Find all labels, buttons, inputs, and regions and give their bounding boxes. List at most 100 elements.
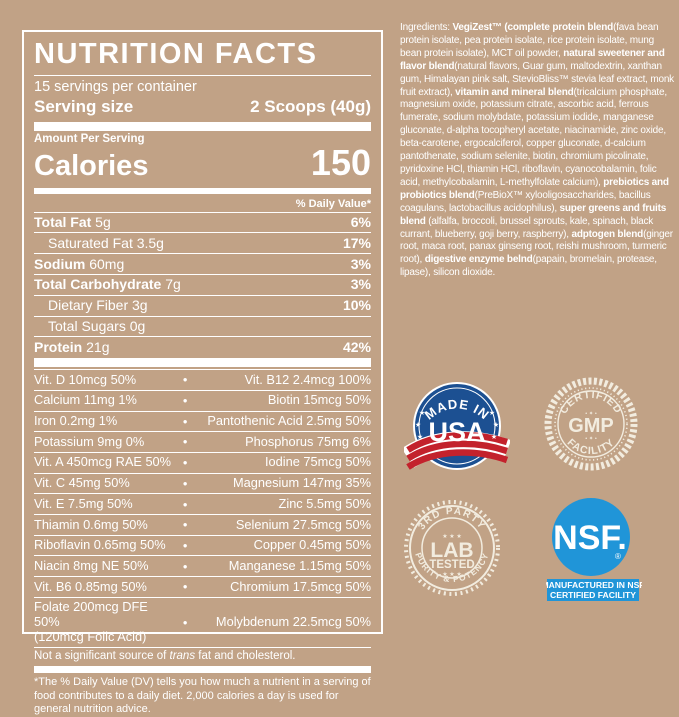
nutrition-facts-title: NUTRITION FACTS: [34, 35, 371, 77]
nutrient-name-amount: Saturated Fat 3.5g: [48, 234, 164, 251]
nutrient-row: Total Fat 5g 6%: [34, 211, 371, 233]
trans-fat-note-suffix: fat and cholesterol.: [195, 649, 296, 662]
micronutrient-left: Vit. B6 0.85mg 50%: [34, 578, 147, 594]
micronutrient-left: Vit. D 10mcg 50%: [34, 371, 137, 387]
micronutrient-right: Biotin 15mcg 50%: [267, 392, 371, 408]
calories-value: 150: [310, 142, 371, 184]
divider-bar-thick: [34, 358, 371, 368]
trans-fat-note-italic: trans: [169, 649, 196, 662]
gmp-dotted-ring: [554, 387, 628, 461]
lab-center-line1: LAB: [430, 539, 473, 562]
micronutrient-row: Iron 0.2mg 1% ● Pantothenic Acid 2.5mg 50%: [34, 410, 371, 432]
ingredient-blend-name: prebiotics and probiotics blend: [400, 176, 669, 201]
made-in-usa-badge: MADE IN USA ★ ★ ★ ★ ★ ★: [404, 382, 510, 470]
micronutrient-row: Potassium 9mg 0% ● Phosphorus 75mg 6%: [34, 431, 371, 452]
bullet-icon: ●: [182, 582, 188, 592]
ingredient-list-segment: (natural flavors, Guar gum, maltodextrin…: [400, 60, 674, 98]
lab-stars-icon: ★ ★ ★: [442, 533, 461, 540]
calories-label: Calories: [34, 149, 149, 182]
usa-flag-stripes: [404, 431, 510, 470]
lab-outer-ring: [409, 505, 495, 591]
ingredient-list-segment: (fava bean protein isolate, pea protein …: [400, 22, 659, 59]
micronutrient-row: Vit. B6 0.85mg 50% ● Chromium 17.5mcg 50%: [34, 576, 371, 597]
micronutrient-left: Iron 0.2mg 1%: [34, 413, 118, 429]
micronutrient-row: Folate 200mcg DFE 50% (120mcg Folic Acid)…: [34, 596, 371, 647]
micronutrient-right: Manganese 1.15mg 50%: [228, 557, 371, 573]
gmp-ornament-icon: • ✦ •: [585, 410, 597, 417]
bullet-icon: ●: [182, 458, 188, 468]
lab-top-arc-text: 3RD PARTY: [416, 506, 486, 532]
bullet-icon: ●: [182, 416, 188, 426]
ingredient-blend-name: adptogen blend: [571, 228, 644, 240]
micronutrient-row: Thiamin 0.6mg 50% ● Selenium 27.5mcg 50%: [34, 514, 371, 535]
nutrient-daily-value: 42%: [342, 338, 371, 355]
micronutrient-right: Copper 0.45mg 50%: [253, 537, 371, 553]
nsf-registered-icon: ®: [615, 552, 621, 561]
ingredient-blend-name: natural sweetener and flavor blend: [400, 47, 665, 72]
micronutrient-right: Selenium 27.5mcg 50%: [235, 516, 371, 532]
micronutrient-row: Vit. D 10mcg 50% ● Vit. B12 2.4mcg 100%: [34, 369, 371, 390]
ingredient-list-segment: (ginger root, maca root, panax ginseng r…: [400, 228, 673, 266]
nutrient-daily-value: 3%: [350, 276, 371, 293]
micronutrient-left: Calcium 11mg 1%: [34, 392, 137, 408]
nsf-caption-box: [547, 579, 639, 601]
nutrient-daily-value: 6%: [350, 214, 371, 231]
bullet-icon: ●: [182, 375, 188, 385]
bullet-icon: ●: [182, 499, 188, 509]
micronutrient-row: Vit. C 45mg 50% ● Magnesium 147mg 35%: [34, 472, 371, 494]
ingredient-blend-name: super greens and fruits blend: [400, 202, 667, 227]
lab-stars-icon: ★ ★ ★: [442, 571, 461, 578]
nutrient-table: Total Fat 5g 6% Saturated Fat 3.5g 17% Sodiu…: [34, 211, 371, 358]
usa-badge-inner-ring: [418, 387, 496, 465]
micronutrient-row: Vit. A 450mcg RAE 50% ● Iodine 75mcg 50%: [34, 451, 371, 473]
micronutrient-left: Riboflavin 0.65mg 50%: [34, 537, 166, 553]
micronutrient-row: Vit. E 7.5mg 50% ● Zinc 5.5mg 50%: [34, 493, 371, 514]
usa-center-text: USA: [428, 417, 485, 447]
nutrient-row: Dietary Fiber 3g 10%: [34, 294, 371, 316]
nsf-disc: [552, 498, 630, 576]
micronutrient-right: Molybdenum 22.5mcg 50%: [215, 614, 371, 630]
gmp-inner-ring: [557, 390, 625, 458]
nutrient-name-amount: Dietary Fiber 3g: [48, 297, 148, 314]
nsf-caption-line2: CERTIFIED FACILITY: [550, 590, 636, 600]
nutrient-row: Sodium 60mg 3%: [34, 253, 371, 274]
ingredient-list-segment: (papain, bromelain, protease, lipase), s…: [400, 254, 657, 279]
micronutrient-right: Vit. B12 2.4mcg 100%: [244, 371, 371, 387]
micronutrient-left: Niacin 8mg NE 50%: [34, 557, 149, 573]
nutrient-daily-value: 10%: [342, 297, 371, 314]
nutrient-name-amount: Total Sugars 0g: [48, 318, 146, 335]
micronutrient-table: Vit. D 10mcg 50% ● Vit. B12 2.4mcg 100% Cal…: [34, 369, 371, 647]
nutrient-row: Total Sugars 0g: [34, 315, 371, 337]
nutrition-facts-label: NUTRITION FACTS 15 servings per containe…: [22, 30, 383, 715]
svg-text:FACILITY: FACILITY: [565, 436, 618, 457]
bullet-icon: ●: [182, 561, 188, 571]
servings-per-container: 15 servings per container: [34, 79, 197, 96]
nsf-logo-text: NSF.: [553, 519, 627, 557]
nutrient-name-amount: Sodium 60mg: [34, 255, 125, 272]
usa-star-icon: ★: [489, 409, 495, 417]
svg-text:3RD PARTY: 3RD PARTY: [416, 506, 487, 532]
micronutrient-right: Magnesium 147mg 35%: [233, 475, 371, 491]
nutrient-row: Protein 21g 42%: [34, 336, 371, 357]
ingredient-list-segment: Ingredients:: [400, 22, 453, 33]
bullet-icon: ●: [182, 437, 188, 447]
micronutrient-right: Pantothenic Acid 2.5mg 50%: [207, 413, 371, 429]
micronutrient-right: Iodine 75mcg 50%: [265, 454, 371, 470]
usa-star-icon: ★: [415, 421, 421, 429]
gmp-center-text: GMP: [568, 415, 614, 437]
ingredient-blend-name: vitamin and mineral blend: [455, 86, 574, 98]
usa-star-icon: ★: [417, 433, 423, 441]
serving-size-row: Serving size 2 Scoops (40g): [34, 96, 371, 121]
amount-per-serving-label: Amount Per Serving: [34, 133, 145, 146]
divider-bar-thick: [34, 665, 371, 673]
divider-bar-medium: [34, 187, 371, 194]
nutrient-row: Total Carbohydrate 7g 3%: [34, 273, 371, 295]
gmp-wreath-ring: [544, 377, 638, 471]
lab-center-line2: TESTED: [429, 559, 474, 571]
serving-size-label: Serving size: [34, 97, 134, 117]
micronutrient-right: Zinc 5.5mg 50%: [278, 495, 371, 511]
gmp-ornament-icon: • ✦ •: [585, 435, 597, 442]
usa-star-icon: ★: [419, 409, 425, 417]
usa-star-icon: ★: [493, 421, 499, 429]
trans-fat-note: Not a significant source of trans fat an…: [34, 646, 371, 665]
